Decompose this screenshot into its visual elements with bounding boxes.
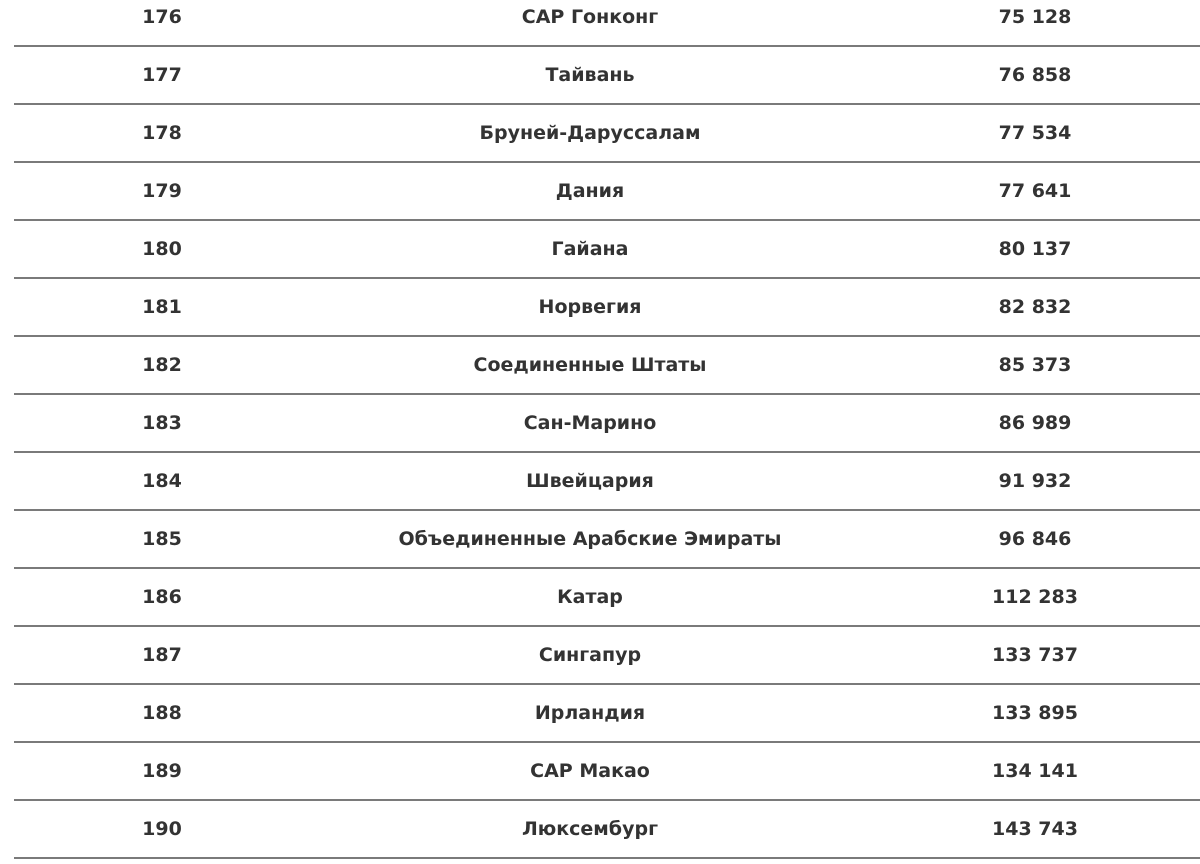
value-cell: 80 137	[998, 238, 1072, 260]
country-cell: Норвегия	[538, 296, 642, 318]
country-cell: Гайана	[551, 238, 629, 260]
rank-cell: 179	[142, 180, 182, 202]
value-cell: 85 373	[998, 354, 1072, 376]
country-cell: Объединенные Арабские Эмираты	[398, 528, 782, 550]
country-cell: Сан-Марино	[523, 412, 657, 434]
value-cell: 133 895	[992, 702, 1078, 724]
country-cell: Люксембург	[521, 818, 658, 840]
rank-cell: 184	[142, 470, 182, 492]
table-row: 182 Соединенные Штаты 85 373	[14, 337, 1200, 395]
table-row: 185 Объединенные Арабские Эмираты 96 846	[14, 511, 1200, 569]
rank-cell: 176	[142, 6, 182, 28]
rank-cell: 180	[142, 238, 182, 260]
table-row: 181 Норвегия 82 832	[14, 279, 1200, 337]
country-cell: САР Гонконг	[521, 6, 659, 28]
country-cell: САР Макао	[530, 760, 650, 782]
country-cell: Соединенные Штаты	[473, 354, 707, 376]
table-row: 188 Ирландия 133 895	[14, 685, 1200, 743]
rank-cell: 183	[142, 412, 182, 434]
table-row: 177 Тайвань 76 858	[14, 47, 1200, 105]
country-cell: Катар	[557, 586, 623, 608]
value-cell: 112 283	[992, 586, 1078, 608]
value-cell: 86 989	[998, 412, 1072, 434]
ranking-table: 176 САР Гонконг 75 128 177 Тайвань 76 858 178 Б…	[14, 0, 1200, 859]
value-cell: 82 832	[998, 296, 1072, 318]
country-cell: Сингапур	[538, 644, 642, 666]
country-cell: Тайвань	[545, 64, 635, 86]
rank-cell: 185	[142, 528, 182, 550]
rank-cell: 188	[142, 702, 182, 724]
table-row: 187 Сингапур 133 737	[14, 627, 1200, 685]
rank-cell: 181	[142, 296, 182, 318]
rank-cell: 190	[142, 818, 182, 840]
table-row: 184 Швейцария 91 932	[14, 453, 1200, 511]
table-row: 186 Катар 112 283	[14, 569, 1200, 627]
country-cell: Ирландия	[534, 702, 646, 724]
table-row: 190 Люксембург 143 743	[14, 801, 1200, 859]
rank-cell: 182	[142, 354, 182, 376]
value-cell: 134 141	[992, 760, 1078, 782]
rank-cell: 187	[142, 644, 182, 666]
value-cell: 76 858	[998, 64, 1072, 86]
value-cell: 96 846	[998, 528, 1072, 550]
table-row: 179 Дания 77 641	[14, 163, 1200, 221]
value-cell: 133 737	[992, 644, 1078, 666]
value-cell: 91 932	[998, 470, 1072, 492]
table-row: 178 Бруней-Даруссалам 77 534	[14, 105, 1200, 163]
table-row: 183 Сан-Марино 86 989	[14, 395, 1200, 453]
rank-cell: 186	[142, 586, 182, 608]
rank-cell: 189	[142, 760, 182, 782]
value-cell: 143 743	[992, 818, 1078, 840]
table-row: 180 Гайана 80 137	[14, 221, 1200, 279]
value-cell: 77 641	[998, 180, 1072, 202]
country-cell: Дания	[555, 180, 625, 202]
rank-cell: 177	[142, 64, 182, 86]
value-cell: 77 534	[998, 122, 1072, 144]
country-cell: Бруней-Даруссалам	[479, 122, 701, 144]
table-row: 176 САР Гонконг 75 128	[14, 0, 1200, 47]
table-row: 189 САР Макао 134 141	[14, 743, 1200, 801]
value-cell: 75 128	[998, 6, 1072, 28]
rank-cell: 178	[142, 122, 182, 144]
country-cell: Швейцария	[526, 470, 654, 492]
